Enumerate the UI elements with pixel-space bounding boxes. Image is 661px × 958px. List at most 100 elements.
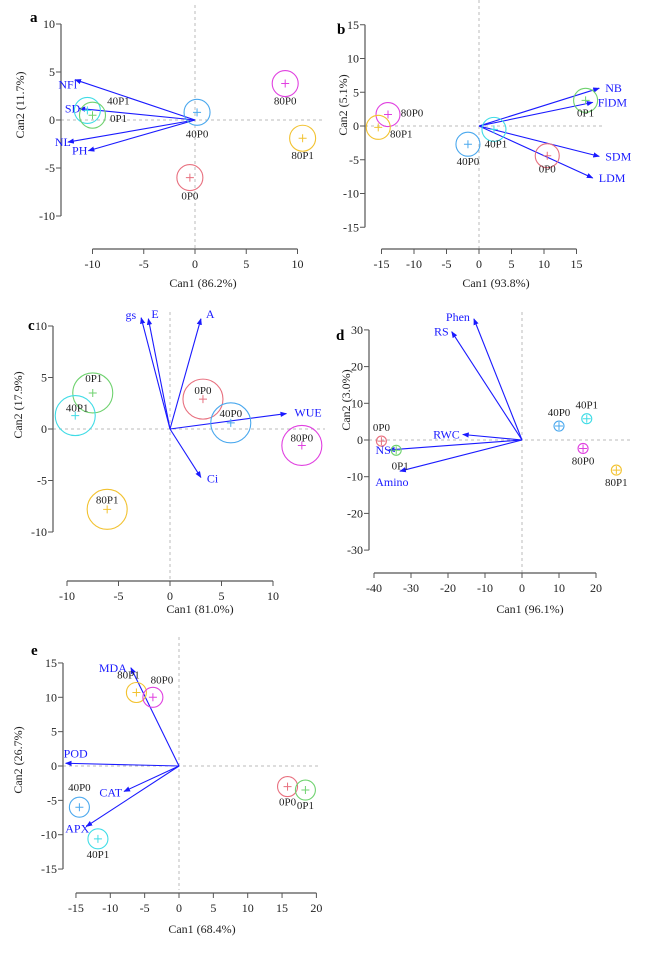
- point-label: 80P0: [274, 96, 297, 108]
- point-label: 0P1: [110, 113, 127, 125]
- point-label: 80P1: [390, 128, 413, 140]
- y-axis-title: Can2 (26.7%): [11, 726, 25, 793]
- point-80P0: [281, 79, 290, 88]
- vector-E: [146, 318, 171, 430]
- x-axis-title: Can1 (81.0%): [166, 602, 233, 616]
- y-tick-label: -30: [347, 543, 363, 557]
- point-0P0: [377, 437, 386, 446]
- point-label: 40P0: [186, 128, 209, 140]
- vector-label: RWC: [433, 427, 460, 441]
- y-tick-label: -15: [343, 220, 359, 234]
- x-tick-label: 0: [176, 901, 182, 915]
- x-tick-label: -30: [403, 581, 419, 595]
- x-tick-label: -5: [139, 257, 149, 271]
- confidence-circle-0P1: [72, 372, 114, 414]
- vector-label: LDM: [599, 171, 626, 185]
- point-40P0: [463, 140, 472, 149]
- y-tick-label: 5: [49, 65, 55, 79]
- vector-SD: [78, 106, 196, 121]
- y-tick-label: -10: [41, 828, 57, 842]
- point-80P0: [579, 444, 588, 453]
- point-label: 0P1: [392, 460, 409, 472]
- vector-label: NFl: [58, 78, 77, 92]
- point-label: 0P1: [577, 107, 594, 119]
- y-tick-label: -10: [39, 209, 55, 223]
- vector-label: MDA: [99, 661, 127, 675]
- point-label: 80P1: [96, 494, 119, 506]
- vector-A: [169, 318, 202, 430]
- y-tick-label: 10: [43, 17, 55, 31]
- vector-label: APX: [65, 821, 89, 835]
- vector-WUE: [169, 411, 288, 430]
- point-label: 40P1: [575, 400, 598, 412]
- x-axis-title: Can1 (93.8%): [462, 276, 529, 290]
- vector-MDA: [130, 667, 180, 767]
- x-tick-label: 10: [538, 257, 550, 271]
- point-label: 80P0: [572, 455, 595, 467]
- confidence-circle-80P1: [365, 114, 391, 140]
- point-0P0: [198, 395, 207, 404]
- point-0P0: [185, 173, 194, 182]
- x-tick-label: 0: [167, 589, 173, 603]
- confidence-circle-80P0: [375, 101, 401, 128]
- confidence-circle-40P1: [581, 413, 593, 425]
- point-label: 40P1: [485, 138, 508, 150]
- x-tick-label: -5: [114, 589, 124, 603]
- vector-Amino: [399, 439, 523, 473]
- y-tick-label: -10: [31, 525, 47, 539]
- vector-NS: [388, 439, 523, 453]
- x-tick-label: 15: [276, 901, 288, 915]
- vector-label: SD: [65, 101, 81, 115]
- point-label: 40P0: [68, 782, 91, 794]
- y-tick-label: -5: [37, 474, 47, 488]
- confidence-circle-80P1: [86, 488, 128, 530]
- vector-label: gs: [125, 308, 136, 322]
- point-80P1: [298, 134, 307, 143]
- y-tick-label: -10: [343, 187, 359, 201]
- vector-label: A: [206, 307, 215, 321]
- vector-label: FlDM: [598, 95, 628, 109]
- confidence-circle-40P1: [54, 395, 96, 437]
- point-label: 0P0: [373, 422, 391, 434]
- x-axis-title: Can1 (86.2%): [169, 276, 236, 290]
- point-label: 80P1: [117, 669, 140, 681]
- y-tick-label: 20: [351, 360, 363, 374]
- confidence-circle-40P1: [87, 828, 109, 850]
- confidence-circle-0P0: [375, 435, 387, 447]
- panel-letter: a: [30, 10, 38, 26]
- x-tick-label: -15: [374, 257, 390, 271]
- confidence-circle-0P1: [573, 87, 599, 113]
- panel-d: d -40 -30 -20 -10 0 10 20 30 20 10 0 -10 -20 -30 Can1 (…: [336, 310, 630, 616]
- point-label: 0P0: [181, 191, 199, 203]
- point-0P1: [88, 111, 97, 120]
- confidence-circle-40P1: [73, 96, 101, 124]
- vector-label: E: [151, 307, 158, 321]
- panel-a: a -10 -5 0 5 10 10 5 0 -5 -10 Can1 (86.2%) Can2 (11.…: [13, 5, 325, 290]
- point-label: 80P0: [401, 108, 424, 120]
- confidence-circle-80P1: [289, 124, 317, 152]
- y-tick-label: 5: [51, 725, 57, 739]
- point-40P1: [93, 834, 102, 843]
- point-0P1: [581, 96, 590, 105]
- y-axis-title: Can2 (17.9%): [11, 371, 25, 438]
- vector-label: POD: [64, 746, 88, 760]
- y-tick-label: 10: [351, 396, 363, 410]
- confidence-circle-40P0: [455, 131, 481, 157]
- y-tick-label: 0: [49, 113, 55, 127]
- y-axis-title: Can2 (11.7%): [13, 72, 27, 139]
- x-tick-label: -20: [440, 581, 456, 595]
- confidence-circle-80P1: [610, 464, 622, 476]
- y-tick-label: 30: [351, 323, 363, 337]
- point-label: 40P0: [219, 408, 242, 420]
- confidence-circle-80P0: [142, 686, 164, 708]
- panel-letter: c: [28, 318, 35, 334]
- point-0P0: [543, 151, 552, 160]
- y-tick-label: -5: [47, 793, 57, 807]
- vector-label: RS: [434, 325, 449, 339]
- vector-Ci: [169, 428, 202, 478]
- confidence-circle-40P0: [553, 420, 565, 432]
- x-tick-label: 5: [509, 257, 515, 271]
- x-tick-label: 10: [242, 901, 254, 915]
- point-80P1: [132, 688, 141, 697]
- y-tick-label: 10: [347, 52, 359, 66]
